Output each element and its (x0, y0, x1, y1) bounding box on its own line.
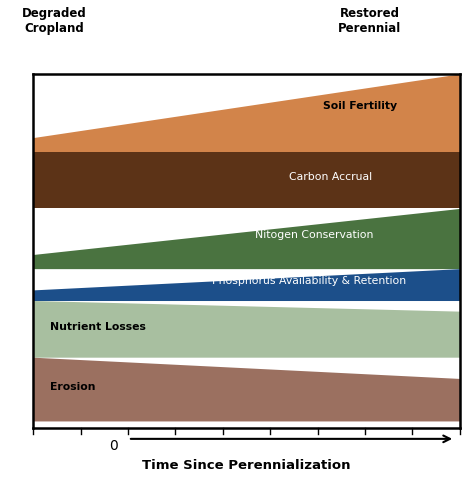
Text: Erosion: Erosion (50, 382, 96, 392)
Text: Phosphorus Availability & Retention: Phosphorus Availability & Retention (212, 276, 407, 286)
Text: Nutrient Losses: Nutrient Losses (50, 322, 146, 332)
Text: Degraded
Cropland: Degraded Cropland (22, 7, 87, 35)
Text: 0: 0 (109, 439, 118, 453)
Text: Nitogen Conservation: Nitogen Conservation (255, 230, 374, 240)
Text: Time Since Perennialization: Time Since Perennialization (142, 460, 351, 472)
Text: Restored
Perennial: Restored Perennial (338, 7, 401, 35)
Text: Soil Fertility: Soil Fertility (323, 101, 397, 111)
Text: Carbon Accrual: Carbon Accrual (289, 172, 372, 182)
